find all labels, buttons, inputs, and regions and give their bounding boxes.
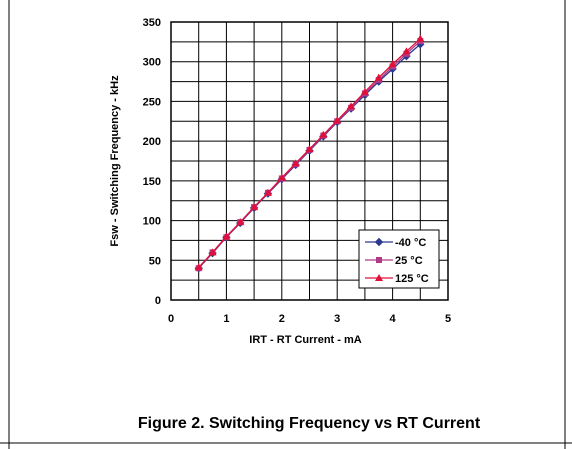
data-point [319, 130, 328, 138]
x-tick-label: 1 [223, 313, 229, 325]
data-point [208, 248, 217, 256]
x-axis-tick-labels: 0 1 2 3 4 5 [168, 313, 451, 325]
data-series [194, 34, 425, 273]
x-tick-label: 5 [445, 313, 451, 325]
y-tick-label: 0 [155, 295, 161, 307]
x-tick-label: 2 [279, 313, 285, 325]
data-point [250, 203, 259, 211]
y-axis-tick-labels: 0 50 100 150 200 250 300 350 [143, 17, 161, 307]
data-point [277, 173, 286, 181]
data-point [291, 159, 300, 167]
y-tick-label: 50 [149, 255, 161, 267]
data-point [402, 47, 411, 55]
plot-area-frame [170, 21, 449, 301]
y-tick-label: 200 [143, 136, 161, 148]
data-point [333, 116, 342, 124]
y-tick-label: 100 [143, 216, 161, 228]
data-point [305, 145, 314, 153]
data-point [236, 218, 245, 226]
x-tick-label: 0 [168, 313, 174, 325]
data-point [263, 188, 272, 196]
data-point [374, 73, 383, 81]
data-point [388, 60, 397, 68]
y-tick-label: 350 [143, 17, 161, 29]
legend-label: 25 °C [395, 255, 423, 267]
legend-marker [374, 237, 384, 247]
y-tick-label: 300 [143, 57, 161, 69]
data-point [194, 263, 203, 271]
series-triangle [194, 34, 425, 271]
legend-marker [376, 257, 382, 263]
y-tick-label: 250 [143, 96, 161, 108]
figure-caption: Figure 2. Switching Frequency vs RT Curr… [138, 415, 481, 432]
legend: -40 °C 25 °C 125 °C [358, 229, 440, 289]
x-axis-label: IRT - RT Current - mA [249, 334, 361, 346]
data-point [360, 87, 369, 95]
legend-label: -40 °C [395, 237, 426, 249]
legend-marker [375, 274, 383, 281]
x-tick-label: 3 [334, 313, 340, 325]
y-tick-label: 150 [143, 176, 161, 188]
x-tick-label: 4 [390, 313, 397, 325]
data-point [416, 34, 425, 42]
y-axis-label: Fsw - Switching Frequency - kHz [109, 75, 121, 247]
legend-label: 125 °C [395, 273, 429, 285]
data-point [347, 102, 356, 110]
data-point [222, 232, 231, 240]
